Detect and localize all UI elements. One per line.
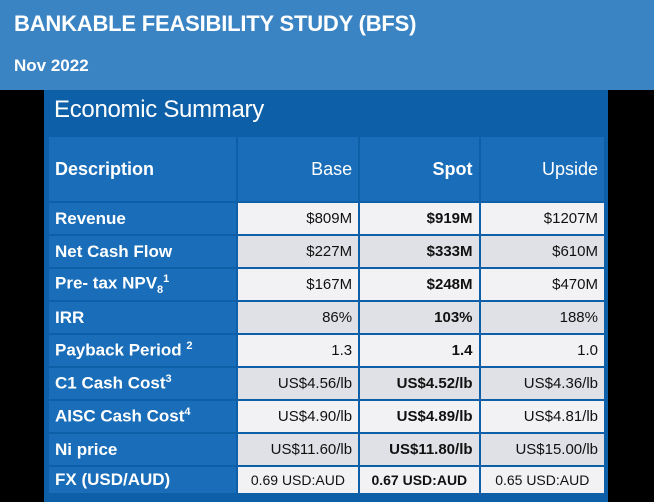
cell-base: US$11.60/lb (237, 434, 359, 465)
economic-summary-panel: Economic Summary Description Base Spot U… (44, 90, 608, 502)
column-header-upside: Upside (480, 137, 604, 201)
footnote-sup: 4 (184, 406, 191, 419)
footnote-sup: 2 (186, 340, 193, 353)
cell-base: 86% (237, 302, 359, 333)
cell-spot: 103% (360, 302, 479, 333)
cell-base: 1.3 (237, 335, 359, 366)
cell-upside: US$4.81/lb (480, 401, 604, 432)
table-row: Net Cash Flow $227M $333M $610M (49, 236, 604, 267)
row-label-ni-price: Ni price (49, 434, 236, 465)
cell-base: US$4.56/lb (237, 368, 359, 399)
cell-spot: $333M (360, 236, 479, 267)
cell-base: $167M (237, 269, 359, 300)
row-label-irr: IRR (49, 302, 236, 333)
table-row: FX (USD/AUD) 0.69 USD:AUD 0.67 USD:AUD 0… (49, 467, 604, 493)
cell-upside: 0.65 USD:AUD (480, 467, 604, 493)
title-banner: BANKABLE FEASIBILITY STUDY (BFS) Nov 202… (0, 0, 654, 90)
economic-summary-table: Description Base Spot Upside Revenue $80… (47, 135, 606, 495)
cell-spot: US$11.80/lb (360, 434, 479, 465)
table-row: Pre- tax NPV81 $167M $248M $470M (49, 269, 604, 300)
cell-base: 0.69 USD:AUD (237, 467, 359, 493)
column-header-description: Description (49, 137, 236, 201)
cell-base: $227M (237, 236, 359, 267)
column-header-spot: Spot (360, 137, 479, 201)
table-header-row: Description Base Spot Upside (49, 137, 604, 201)
cell-base: $809M (237, 203, 359, 234)
cell-spot: US$4.52/lb (360, 368, 479, 399)
row-label-payback-period: Payback Period 2 (49, 335, 236, 366)
cell-upside: $610M (480, 236, 604, 267)
row-label-pre-tax-npv: Pre- tax NPV81 (49, 269, 236, 300)
footnote-sup: 1 (163, 272, 170, 285)
panel-title: Economic Summary (54, 96, 264, 123)
row-label-c1-cash-cost: C1 Cash Cost3 (49, 368, 236, 399)
cell-spot: $248M (360, 269, 479, 300)
cell-upside: 1.0 (480, 335, 604, 366)
table-row: Ni price US$11.60/lb US$11.80/lb US$15.0… (49, 434, 604, 465)
cell-spot: 0.67 USD:AUD (360, 467, 479, 493)
cell-upside: 188% (480, 302, 604, 333)
table-row: C1 Cash Cost3 US$4.56/lb US$4.52/lb US$4… (49, 368, 604, 399)
cell-upside: $1207M (480, 203, 604, 234)
banner-title: BANKABLE FEASIBILITY STUDY (BFS) (14, 11, 417, 36)
cell-upside: $470M (480, 269, 604, 300)
footnote-sub: 8 (157, 284, 164, 297)
cell-spot: US$4.89/lb (360, 401, 479, 432)
row-label-net-cash-flow: Net Cash Flow (49, 236, 236, 267)
footnote-sup: 3 (165, 373, 172, 386)
table-row: IRR 86% 103% 188% (49, 302, 604, 333)
row-label-aisc-cash-cost: AISC Cash Cost4 (49, 401, 236, 432)
banner-date: Nov 2022 (14, 56, 89, 75)
row-label-revenue: Revenue (49, 203, 236, 234)
cell-spot: $919M (360, 203, 479, 234)
table-row: AISC Cash Cost4 US$4.90/lb US$4.89/lb US… (49, 401, 604, 432)
cell-upside: US$4.36/lb (480, 368, 604, 399)
cell-base: US$4.90/lb (237, 401, 359, 432)
table-row: Revenue $809M $919M $1207M (49, 203, 604, 234)
row-label-fx: FX (USD/AUD) (49, 467, 236, 493)
table-row: Payback Period 2 1.3 1.4 1.0 (49, 335, 604, 366)
column-header-base: Base (237, 137, 359, 201)
cell-spot: 1.4 (360, 335, 479, 366)
cell-upside: US$15.00/lb (480, 434, 604, 465)
